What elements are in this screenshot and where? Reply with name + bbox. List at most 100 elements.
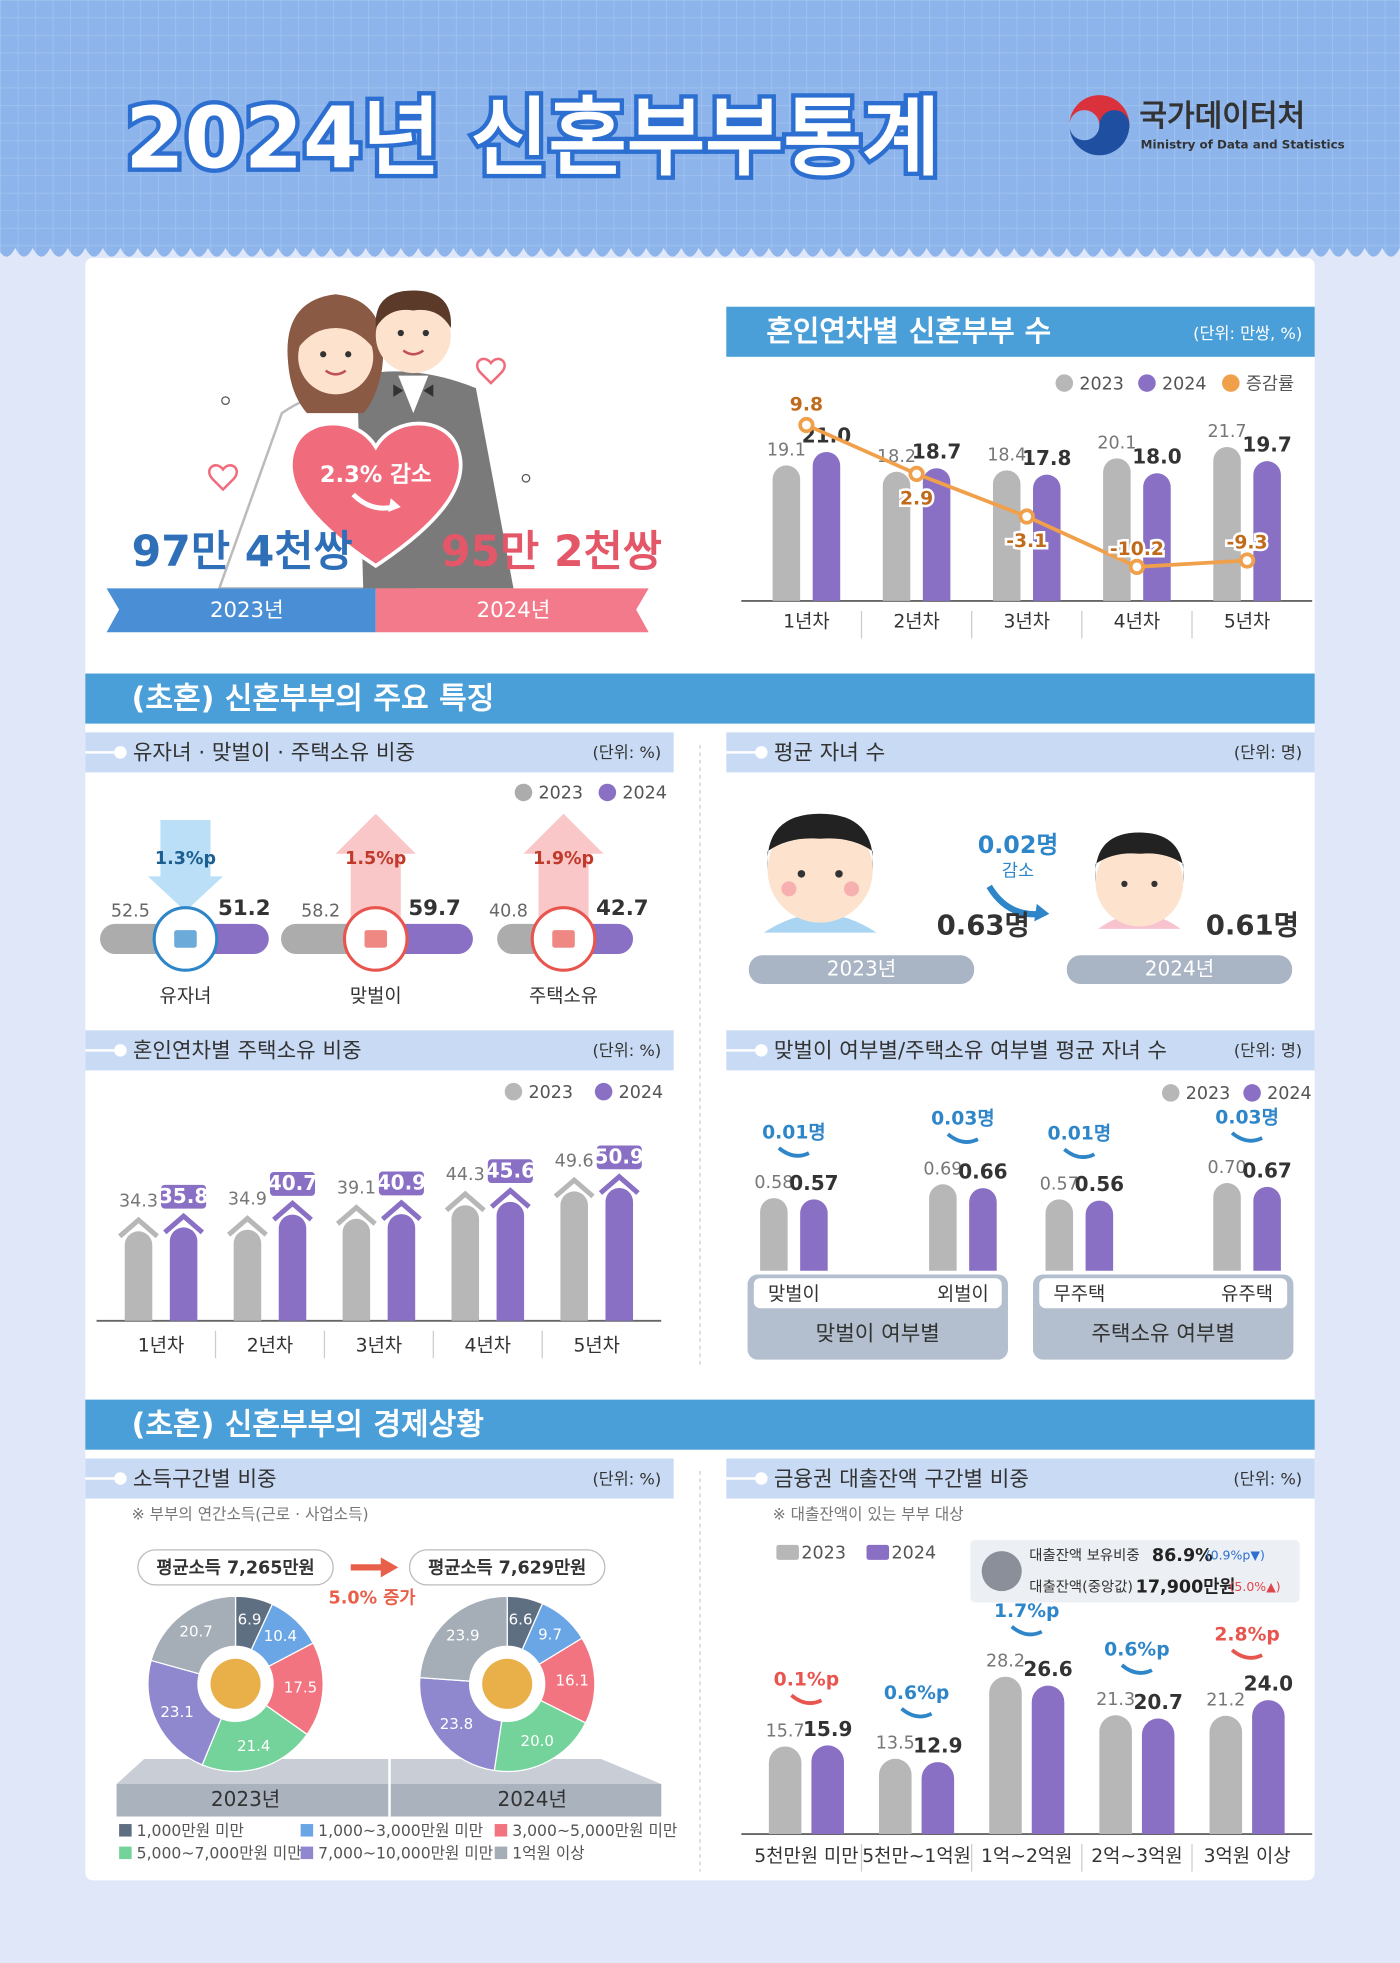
value-label: 23.9 xyxy=(446,1627,479,1645)
value-label: 12.9 xyxy=(913,1734,962,1758)
donut-slice xyxy=(493,1699,587,1773)
value-label: 21.4 xyxy=(237,1737,270,1755)
value-label: 18.7 xyxy=(912,440,961,464)
legend-swatch xyxy=(119,1824,132,1837)
legend-label: 7,000~10,000만원 미만 xyxy=(318,1844,493,1863)
value-label: 42.7 xyxy=(596,896,648,921)
legend-swatch xyxy=(594,1082,613,1101)
summary-year: 2024년 xyxy=(477,598,551,623)
money-icon xyxy=(482,1658,533,1709)
category-icon-inner xyxy=(174,930,197,948)
legend-swatch xyxy=(598,783,617,802)
x-tick-label: 무주택 xyxy=(1053,1283,1105,1305)
category-icon-inner xyxy=(364,930,388,948)
donut-slice xyxy=(147,1659,223,1766)
value-label: 19.1 xyxy=(767,440,806,460)
legend-label: 2024 xyxy=(1267,1084,1312,1104)
panel-header xyxy=(726,732,1315,773)
bar xyxy=(1253,1186,1281,1271)
summary-after: 95만 2천쌍 xyxy=(441,527,662,577)
value-label: 58.2 xyxy=(301,901,340,921)
donut-slice xyxy=(201,1704,308,1773)
panel-header xyxy=(85,1458,674,1499)
legend-swatch xyxy=(494,1846,508,1860)
value-label: 17.8 xyxy=(1022,446,1071,470)
change-arrow-block xyxy=(335,813,416,924)
change-arrow-head xyxy=(380,1557,399,1578)
legend-swatch xyxy=(514,783,533,802)
value-label: 0.56 xyxy=(1075,1172,1124,1196)
bar xyxy=(768,1746,802,1835)
x-tick-label: 1년차 xyxy=(783,611,829,633)
panel-unit: (단위: %) xyxy=(1233,1469,1302,1488)
bar xyxy=(1085,1200,1114,1271)
change-label: 1.3%p xyxy=(155,849,216,869)
x-tick-label: 3년차 xyxy=(1004,611,1050,633)
panel-title: 맞벌이 여부별/주택소유 여부별 평균 자녀 수 xyxy=(774,1039,1167,1064)
change-label: 0.6%p xyxy=(1104,1640,1169,1661)
bar xyxy=(496,1201,525,1321)
panel-header xyxy=(85,732,674,773)
value-label: 15.9 xyxy=(803,1717,852,1741)
avg-children-year: 2023년 xyxy=(827,957,896,981)
group-label-box xyxy=(753,1278,1002,1309)
panel-title: 금융권 대출잔액 구간별 비중 xyxy=(774,1467,1029,1492)
change-label: 1.5%p xyxy=(345,849,406,869)
bar xyxy=(451,1205,480,1321)
change-label: 0.01명 xyxy=(1048,1123,1112,1145)
panel-bullet xyxy=(755,1472,768,1485)
value-label: 40.8 xyxy=(489,901,528,921)
value-label: 0.67 xyxy=(1242,1158,1291,1182)
bar xyxy=(1253,461,1281,601)
x-tick-label: 유주택 xyxy=(1221,1283,1273,1305)
group-label: 맞벌이 여부별 xyxy=(816,1322,940,1347)
legend-swatch xyxy=(504,1082,523,1101)
x-tick-label: 1억~2억원 xyxy=(981,1845,1072,1867)
legend-swatch xyxy=(866,1544,890,1560)
bar xyxy=(1033,474,1061,601)
value-label: 34.9 xyxy=(228,1190,267,1210)
change-label: 2.8%p xyxy=(1214,1625,1279,1646)
panel-header xyxy=(726,1458,1315,1499)
house-roof xyxy=(444,1190,486,1213)
bar xyxy=(1141,1718,1175,1835)
bar xyxy=(1143,473,1171,601)
line-value-label: 9.8 xyxy=(790,394,823,415)
house-roof xyxy=(118,1216,159,1239)
panel-header xyxy=(85,1030,674,1071)
year-label: 2024년 xyxy=(498,1787,567,1811)
year-label: 2023년 xyxy=(211,1787,280,1811)
loan-summary-value: 86.9% xyxy=(1152,1546,1213,1566)
avg-children-value: 0.63명 xyxy=(937,909,1030,941)
bar xyxy=(1103,458,1131,601)
average-pill xyxy=(408,1549,606,1586)
legend-swatch xyxy=(776,1544,799,1560)
value-label: 20.1 xyxy=(1097,433,1136,453)
change-arrow-block xyxy=(147,820,224,912)
loan-summary-change: (5.0%▲) xyxy=(1230,1579,1281,1594)
legend-label: 1억원 이상 xyxy=(512,1844,584,1863)
value-label: 35.8 xyxy=(159,1184,208,1208)
value-label: 52.5 xyxy=(111,901,150,921)
panel-bullet xyxy=(114,1472,127,1485)
panel-unit: (단위: %) xyxy=(592,1041,661,1060)
loan-summary-label: 대출잔액 보유비중 xyxy=(1029,1547,1139,1564)
legend-label: 2024 xyxy=(1162,374,1207,394)
average-label: 평균소득 7,629만원 xyxy=(428,1559,586,1579)
bar xyxy=(812,451,841,601)
change-label: 0.03명 xyxy=(931,1108,995,1130)
value-label: 26.6 xyxy=(1023,1657,1072,1681)
change-label: 0.6%p xyxy=(884,1683,949,1704)
panel-bullet xyxy=(755,746,768,759)
value-label: 0.70 xyxy=(1208,1158,1247,1178)
line-point xyxy=(798,416,815,434)
x-tick-label: 5년차 xyxy=(1224,611,1270,633)
category-icon-inner xyxy=(552,930,575,948)
legend-label: 5,000~7,000만원 미만 xyxy=(137,1844,302,1863)
house-roof xyxy=(381,1199,422,1221)
change-arrow xyxy=(1063,1147,1096,1159)
legend-swatch xyxy=(1138,374,1156,392)
value-label: 59.7 xyxy=(408,896,460,921)
avg-children-value: 0.61명 xyxy=(1206,909,1299,941)
bar xyxy=(992,470,1021,601)
